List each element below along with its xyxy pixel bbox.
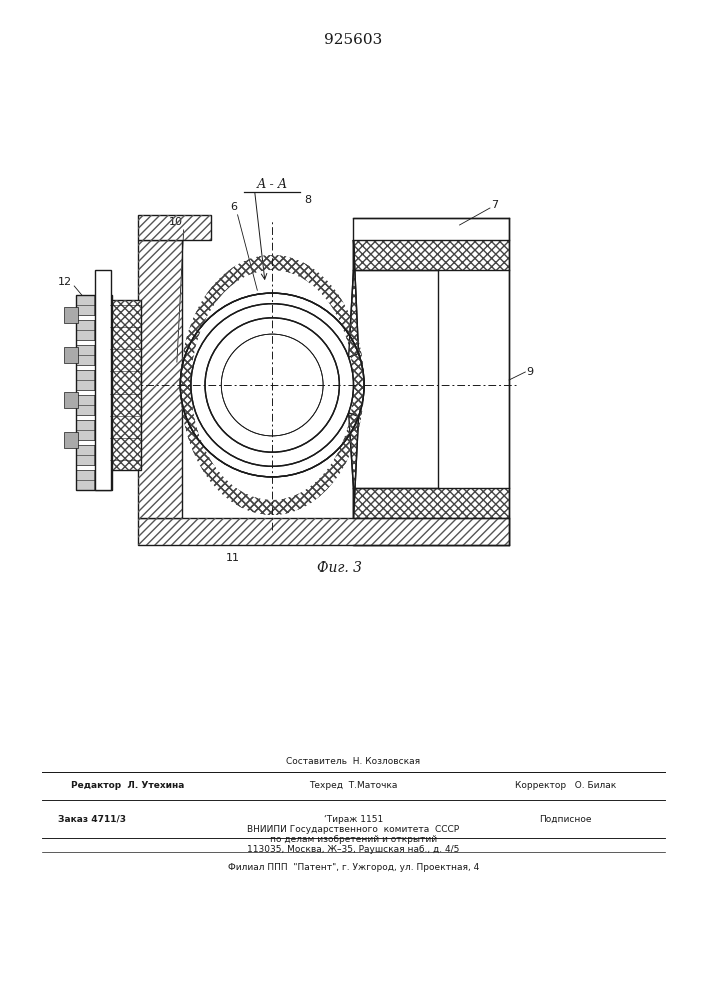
Bar (138, 240, 182, 518)
Text: Фиг. 3: Фиг. 3 (317, 561, 362, 575)
Text: 8: 8 (304, 195, 311, 205)
Bar (138, 215, 211, 240)
Text: 6: 6 (230, 202, 237, 212)
Bar (64, 432, 78, 448)
Bar (138, 215, 211, 240)
Text: 113035, Москва, Ж–35, Раушская наб., д. 4/5: 113035, Москва, Ж–35, Раушская наб., д. … (247, 846, 460, 854)
Bar (64, 392, 78, 408)
Ellipse shape (205, 318, 339, 452)
Text: ‘Тираж 1151: ‘Тираж 1151 (324, 814, 383, 824)
Polygon shape (354, 218, 509, 545)
Text: Редактор  Л. Утехина: Редактор Л. Утехина (71, 782, 184, 790)
Text: Техред  Т.Маточка: Техред Т.Маточка (309, 782, 397, 790)
Polygon shape (349, 413, 358, 518)
Bar (138, 518, 509, 545)
Text: А - А: А - А (257, 178, 288, 192)
Bar (76, 370, 112, 390)
Bar (76, 295, 112, 315)
Text: Корректор   О. Билак: Корректор О. Билак (515, 782, 617, 790)
Text: Заказ 4711/3: Заказ 4711/3 (58, 814, 126, 824)
Text: Филиал ППП  "Патент", г. Ужгород, ул. Проектная, 4: Филиал ППП "Патент", г. Ужгород, ул. Про… (228, 862, 479, 871)
Text: 11: 11 (226, 553, 240, 563)
Bar (110, 300, 141, 470)
Bar (64, 347, 78, 363)
Bar (64, 307, 78, 323)
Bar (95, 270, 111, 490)
Text: 10: 10 (168, 217, 182, 227)
Text: 9: 9 (527, 367, 534, 377)
Bar (138, 518, 509, 545)
Text: по делам изобретений и открытий: по делам изобретений и открытий (270, 836, 437, 844)
Bar (110, 300, 141, 470)
Text: 925603: 925603 (325, 33, 382, 47)
Bar (76, 295, 112, 490)
Ellipse shape (191, 304, 354, 466)
Text: Подписное: Подписное (539, 814, 592, 824)
Bar (354, 240, 509, 270)
Text: 7: 7 (491, 200, 498, 210)
Bar (354, 488, 509, 518)
Bar (76, 420, 112, 440)
Bar (76, 445, 112, 465)
Bar (76, 395, 112, 415)
Ellipse shape (221, 334, 323, 436)
Bar (76, 345, 112, 365)
Text: Составитель  Н. Козловская: Составитель Н. Козловская (286, 758, 421, 766)
Polygon shape (349, 240, 358, 357)
Text: ВНИИПИ Государственного  комитета  СССР: ВНИИПИ Государственного комитета СССР (247, 826, 460, 834)
Bar (138, 240, 182, 518)
Bar (76, 470, 112, 490)
Bar (76, 320, 112, 340)
Ellipse shape (180, 293, 364, 477)
Text: 12: 12 (58, 277, 72, 287)
